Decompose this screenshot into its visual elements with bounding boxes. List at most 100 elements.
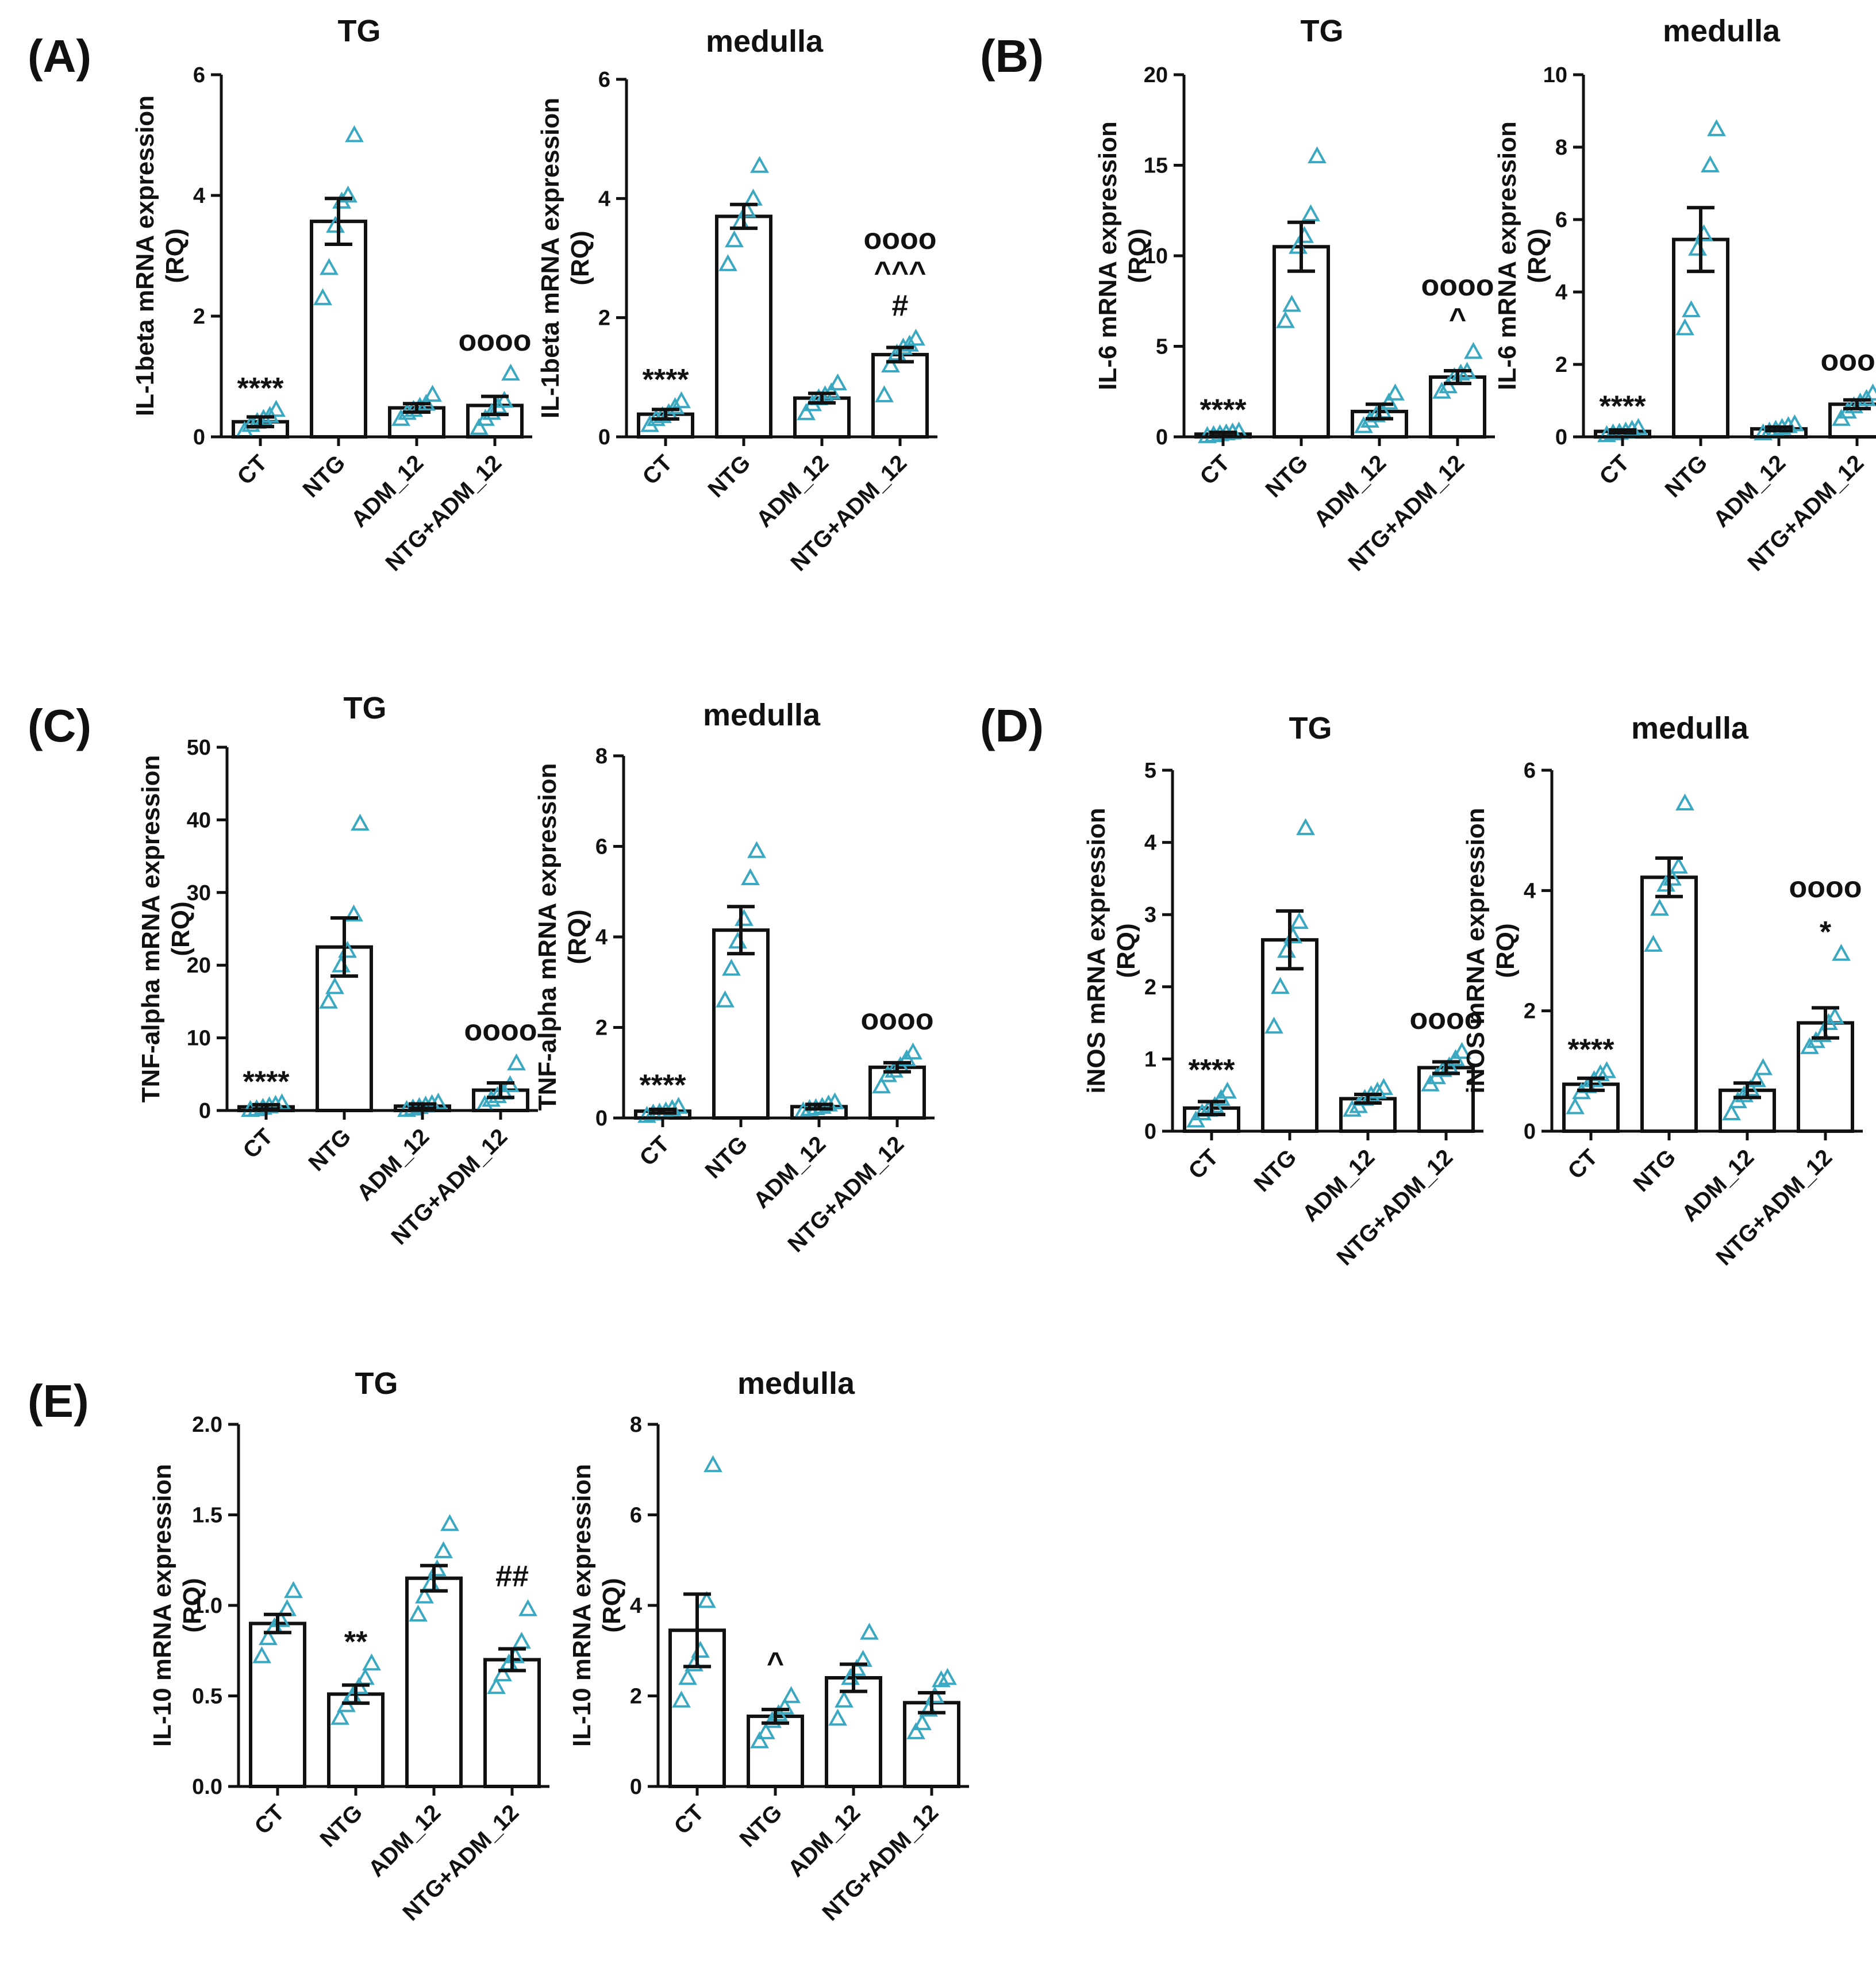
- data-point: [1675, 318, 1694, 336]
- y-axis-label-line: iNOS mRNA expression: [1462, 808, 1490, 1093]
- y-tick-label: 1: [1144, 1047, 1156, 1071]
- y-tick-label: 0.0: [192, 1775, 222, 1799]
- error-bar: [409, 1102, 436, 1110]
- error-bar: [487, 1081, 514, 1100]
- data-point: [822, 382, 841, 399]
- data-point: [904, 1042, 922, 1060]
- y-tick-label: 8: [630, 1413, 642, 1437]
- chart-title: TG: [1301, 14, 1344, 48]
- y-tick-label: 5: [1144, 759, 1156, 783]
- error-bar: [252, 1102, 280, 1111]
- data-point: [507, 1053, 526, 1071]
- x-tick-label: CT: [1563, 1144, 1603, 1184]
- data-point: [881, 355, 900, 372]
- data-point: [1754, 1058, 1773, 1075]
- x-tick-label: ADM_12: [749, 1131, 831, 1213]
- panel-letter-d: (D): [980, 700, 1044, 751]
- y-tick-label: 8: [1555, 136, 1567, 160]
- significance-mark: ****: [643, 363, 690, 397]
- data-point: [440, 1514, 459, 1531]
- data-point: [345, 125, 364, 143]
- y-axis-label-line: (RQ): [1491, 923, 1520, 978]
- x-tick-label: NTG: [1629, 1144, 1681, 1197]
- data-point: [704, 1455, 722, 1473]
- error-bar: [1843, 398, 1871, 410]
- x-tick-label: CT: [1595, 450, 1635, 490]
- y-axis-label: IL-10 mRNA expression(RQ): [568, 1464, 626, 1747]
- x-tick-label: NTG: [316, 1800, 368, 1852]
- y-tick-label: 4: [595, 925, 608, 950]
- data-point: [938, 1667, 957, 1685]
- y-tick-label: 2: [193, 305, 205, 329]
- data-point: [906, 328, 925, 346]
- y-tick-label: 5: [1156, 335, 1168, 359]
- data-point: [267, 399, 286, 417]
- data-point: [1439, 376, 1458, 394]
- axes: [225, 747, 538, 1112]
- y-tick-label: 0: [1144, 1120, 1156, 1144]
- y-tick-label: 4: [1555, 280, 1567, 305]
- data-point: [835, 1690, 854, 1708]
- y-axis-label-line: IL-10 mRNA expression: [148, 1464, 176, 1747]
- significance-mark: ^: [1449, 302, 1466, 336]
- chart-10: medulla IL-10 mRNA expression(RQ) 0 2 4 6 8 CT N…: [568, 1366, 969, 1926]
- significance-mark: ****: [640, 1069, 687, 1102]
- error-bar: [420, 1563, 448, 1593]
- data-point: [775, 1697, 794, 1715]
- panel-letter-b: (B): [980, 30, 1044, 82]
- x-tick-label: NTG: [304, 1124, 356, 1176]
- data-point: [637, 1105, 656, 1123]
- y-tick-label: 2: [598, 306, 610, 331]
- data-point: [362, 1653, 381, 1671]
- y-tick-label: 10: [187, 1027, 211, 1051]
- error-bar: [1198, 1100, 1225, 1117]
- data-point: [1591, 1064, 1610, 1081]
- y-tick-label: 2: [1524, 1000, 1536, 1024]
- data-point: [319, 992, 338, 1009]
- error-bar: [762, 1708, 789, 1725]
- data-point: [741, 868, 760, 886]
- bar-ntg: [1640, 875, 1698, 1133]
- x-tick-label: ADM_12: [1298, 1144, 1380, 1227]
- data-point: [797, 403, 816, 420]
- error-bar: [886, 345, 914, 364]
- data-point: [1290, 912, 1309, 929]
- x-tick-label: CT: [638, 450, 678, 490]
- y-axis-label-line: IL-6 mRNA expression: [1493, 121, 1521, 390]
- data-point: [501, 363, 520, 381]
- data-point: [672, 1690, 691, 1708]
- error-bar: [1366, 402, 1393, 421]
- data-point: [906, 1722, 925, 1739]
- x-tick-label: ADM_12: [1709, 450, 1791, 532]
- data-point: [1271, 977, 1290, 994]
- y-axis-label-line: (RQ): [566, 230, 594, 285]
- y-tick-label: 20: [1144, 63, 1168, 87]
- data-point: [313, 288, 332, 305]
- data-point: [925, 1686, 944, 1703]
- x-tick-label: ADM_12: [1309, 450, 1391, 532]
- y-tick-label: 10: [1144, 244, 1168, 268]
- error-bar: [325, 197, 352, 247]
- y-axis-label-line: (RQ): [563, 909, 591, 964]
- axes: [1582, 75, 1876, 439]
- data-point: [1452, 1042, 1471, 1059]
- bar-adm_12: [825, 1676, 882, 1788]
- y-tick-label: 20: [187, 954, 211, 978]
- data-point: [1838, 401, 1857, 419]
- data-point: [1295, 226, 1314, 243]
- data-point: [487, 1677, 506, 1694]
- y-tick-label: 1.0: [192, 1594, 222, 1618]
- error-bar: [1276, 909, 1304, 971]
- y-tick-label: 1.5: [192, 1504, 222, 1528]
- data-point: [1379, 393, 1398, 410]
- data-point: [756, 1722, 775, 1739]
- data-point: [415, 1586, 434, 1604]
- bar-ntg+adm_12: [903, 1701, 960, 1788]
- bar-ntg+adm_12: [1429, 375, 1486, 439]
- error-bar: [330, 916, 358, 978]
- chart-title: medulla: [1631, 711, 1749, 746]
- y-tick-label: 0: [598, 425, 610, 449]
- data-point: [1276, 311, 1295, 328]
